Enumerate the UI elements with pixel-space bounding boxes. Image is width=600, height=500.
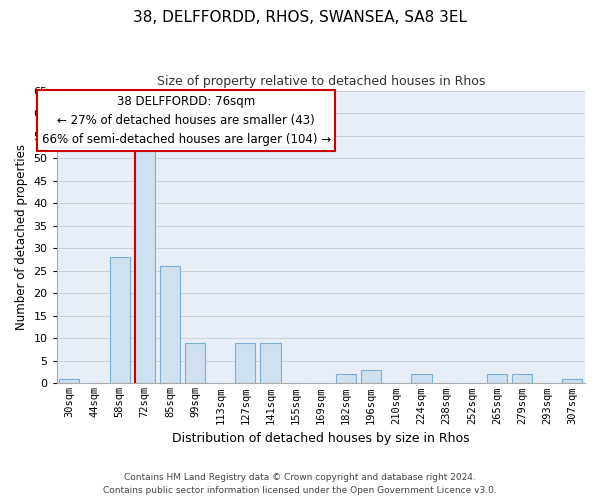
Bar — [160, 266, 180, 384]
Bar — [487, 374, 507, 384]
Bar — [235, 343, 256, 384]
Title: Size of property relative to detached houses in Rhos: Size of property relative to detached ho… — [157, 75, 485, 88]
Text: 38, DELFFORDD, RHOS, SWANSEA, SA8 3EL: 38, DELFFORDD, RHOS, SWANSEA, SA8 3EL — [133, 10, 467, 25]
Bar — [412, 374, 431, 384]
Bar — [185, 343, 205, 384]
Bar — [134, 149, 155, 384]
Bar — [336, 374, 356, 384]
Bar — [562, 379, 583, 384]
Bar — [59, 379, 79, 384]
Text: 38 DELFFORDD: 76sqm
← 27% of detached houses are smaller (43)
66% of semi-detach: 38 DELFFORDD: 76sqm ← 27% of detached ho… — [41, 95, 331, 146]
X-axis label: Distribution of detached houses by size in Rhos: Distribution of detached houses by size … — [172, 432, 470, 445]
Text: Contains HM Land Registry data © Crown copyright and database right 2024.
Contai: Contains HM Land Registry data © Crown c… — [103, 473, 497, 495]
Bar — [110, 257, 130, 384]
Bar — [512, 374, 532, 384]
Y-axis label: Number of detached properties: Number of detached properties — [15, 144, 28, 330]
Bar — [260, 343, 281, 384]
Bar — [361, 370, 381, 384]
